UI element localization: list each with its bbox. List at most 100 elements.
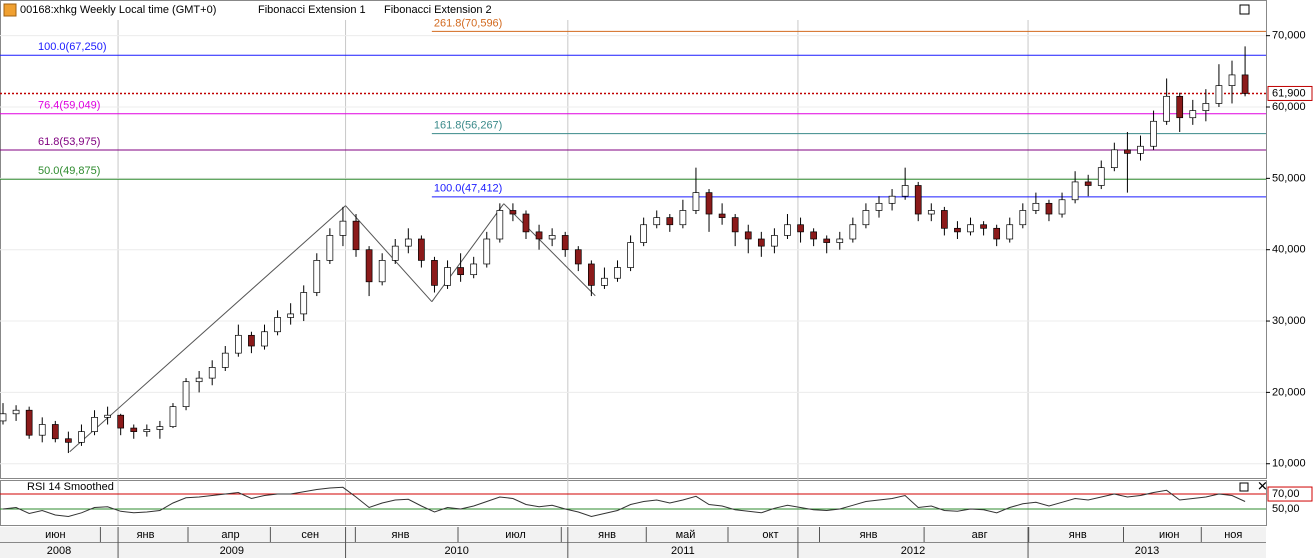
candle-body: [601, 277, 608, 286]
month-label: июн: [1159, 529, 1179, 541]
month-label: янв: [860, 529, 878, 541]
candle-body: [941, 210, 948, 229]
candle-body: [993, 227, 1001, 240]
candle-body: [326, 235, 334, 261]
y-tick-label: 10,000: [1272, 458, 1306, 470]
candle-body: [561, 235, 569, 251]
month-label: сен: [301, 529, 319, 541]
month-label: окт: [762, 529, 778, 541]
rsi-label-box: [1267, 486, 1313, 502]
candle-body: [718, 213, 726, 218]
candle-body: [1058, 199, 1066, 215]
candle-body: [666, 217, 674, 226]
fib-label: 50.0(49,875): [38, 165, 100, 177]
candle-body: [535, 231, 543, 240]
candle-body: [1071, 181, 1079, 201]
fib-label: 161.8(56,267): [434, 120, 503, 132]
candle-body: [313, 260, 321, 293]
candle-body: [457, 267, 464, 276]
fib-label: 100.0(47,412): [434, 183, 503, 195]
candle-body: [1176, 95, 1184, 119]
candle-body: [12, 409, 20, 415]
candle-body: [1202, 103, 1210, 111]
candle-body: [221, 352, 229, 368]
y-tick-label: 30,000: [1272, 315, 1306, 327]
maximize-button[interactable]: [1239, 482, 1249, 492]
candle-body: [1097, 167, 1105, 186]
candle-body: [731, 217, 739, 233]
candle-body: [391, 245, 399, 261]
candle-body: [823, 238, 831, 243]
candle-body: [365, 249, 373, 283]
tool-label[interactable]: Fibonacci Extension 2: [384, 4, 492, 16]
candle-body: [784, 224, 791, 236]
candle-body: [352, 220, 360, 251]
maximize-button[interactable]: [1239, 4, 1250, 15]
candle-body: [509, 210, 517, 215]
candle-body: [130, 427, 138, 432]
month-label: ноя: [1224, 529, 1242, 541]
candle-body: [1137, 145, 1144, 154]
candle-body: [1032, 202, 1040, 211]
month-label: июн: [45, 529, 65, 541]
symbol-icon[interactable]: [3, 3, 17, 17]
candle-body: [143, 429, 151, 432]
candle-body: [574, 249, 582, 265]
last-price-box: [1267, 85, 1313, 101]
candle-body: [78, 431, 85, 443]
rsi-tick-label: 70,00: [1272, 488, 1300, 500]
fib-drawing: [431, 203, 505, 303]
fib-drawing: [69, 205, 346, 453]
candle-body: [927, 210, 935, 215]
candle-body: [496, 210, 504, 240]
candle-body: [875, 202, 883, 211]
y-tick-label: 60,000: [1272, 101, 1306, 113]
year-label: 2010: [444, 545, 468, 557]
candle-body: [104, 414, 111, 418]
year-label: 2008: [47, 545, 71, 557]
candle-body: [274, 317, 281, 333]
candle-body: [862, 210, 870, 226]
candle-body: [548, 235, 556, 240]
candle-body: [38, 424, 46, 436]
month-label: май: [676, 529, 696, 541]
candle-body: [522, 213, 530, 233]
y-tick-label: 50,000: [1272, 172, 1306, 184]
candle-body: [836, 238, 844, 243]
month-label: янв: [598, 529, 616, 541]
candle-body: [1019, 210, 1027, 226]
rsi-tick-label: 50,00: [1272, 503, 1300, 515]
candle-body: [91, 417, 98, 432]
candle-body: [679, 210, 687, 226]
year-label: 2011: [671, 545, 695, 557]
candle-body: [849, 224, 857, 240]
candle-body: [51, 424, 59, 440]
candle-body: [1045, 202, 1053, 215]
candle-body: [169, 406, 177, 427]
fib-label: 76.4(59,049): [38, 100, 100, 112]
chart-title[interactable]: 00168:xhkg Weekly Local time (GMT+0): [20, 4, 216, 16]
candle-body: [483, 238, 491, 265]
candle-body: [431, 260, 438, 286]
candle-body: [627, 242, 634, 268]
candle-body: [954, 227, 961, 233]
candle-body: [888, 195, 896, 204]
candle-body: [444, 267, 451, 286]
fib-label: 61.8(53,975): [38, 136, 100, 148]
candle-body: [300, 292, 308, 315]
candle-body: [0, 413, 7, 422]
month-label: янв: [1069, 529, 1087, 541]
rsi-pane: [0, 480, 1267, 526]
close-button[interactable]: ✕: [1257, 478, 1268, 493]
candle-body: [692, 192, 700, 211]
candle-body: [640, 224, 648, 243]
month-label: янв: [392, 529, 410, 541]
candle-body: [339, 220, 347, 236]
candle-body: [901, 185, 909, 197]
candle-body: [1215, 85, 1223, 104]
rsi-title[interactable]: RSI 14 Smoothed: [27, 481, 114, 493]
tool-label[interactable]: Fibonacci Extension 1: [258, 4, 366, 16]
candle-body: [1228, 74, 1236, 86]
